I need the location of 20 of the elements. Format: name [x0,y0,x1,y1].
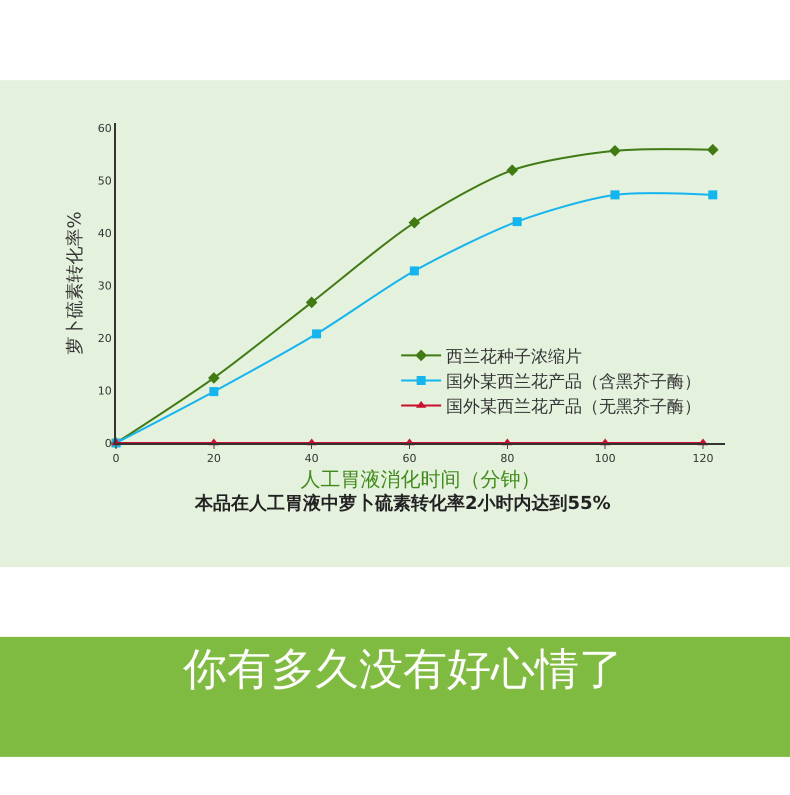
legend-label: 国外某西兰花产品（无黑芥子酶） [446,397,702,418]
y-tick-label: 0 [104,436,112,450]
x-tick-label: 60 [402,452,416,466]
text: 本品在人工胃液中萝卜硫素转化率2小时内达到55% [194,493,611,514]
y-tick-label: 60 [98,122,112,136]
text: 你有多久没有好心情了 [182,644,623,695]
x-tick-label: 120 [692,452,714,466]
x-tick-label: 80 [500,452,514,466]
y-tick-label: 30 [98,279,112,292]
x-tick-label: 40 [304,452,319,466]
x-tick-label: 20 [206,452,221,466]
legend-label: 西兰花种子浓缩片 [446,346,582,367]
x-axis-title: 人工胃液消化时间（分钟） [300,467,540,492]
x-tick-label: 100 [594,452,616,466]
y-tick-label: 50 [98,174,112,188]
y-axis-title: 萝卜硫素转化率% [64,211,86,355]
y-tick-label: 40 [98,227,112,240]
y-tick-label: 10 [98,384,112,398]
y-tick-label: 20 [98,332,112,345]
legend-label: 国外某西兰花产品（含黑芥子酶） [446,372,702,392]
